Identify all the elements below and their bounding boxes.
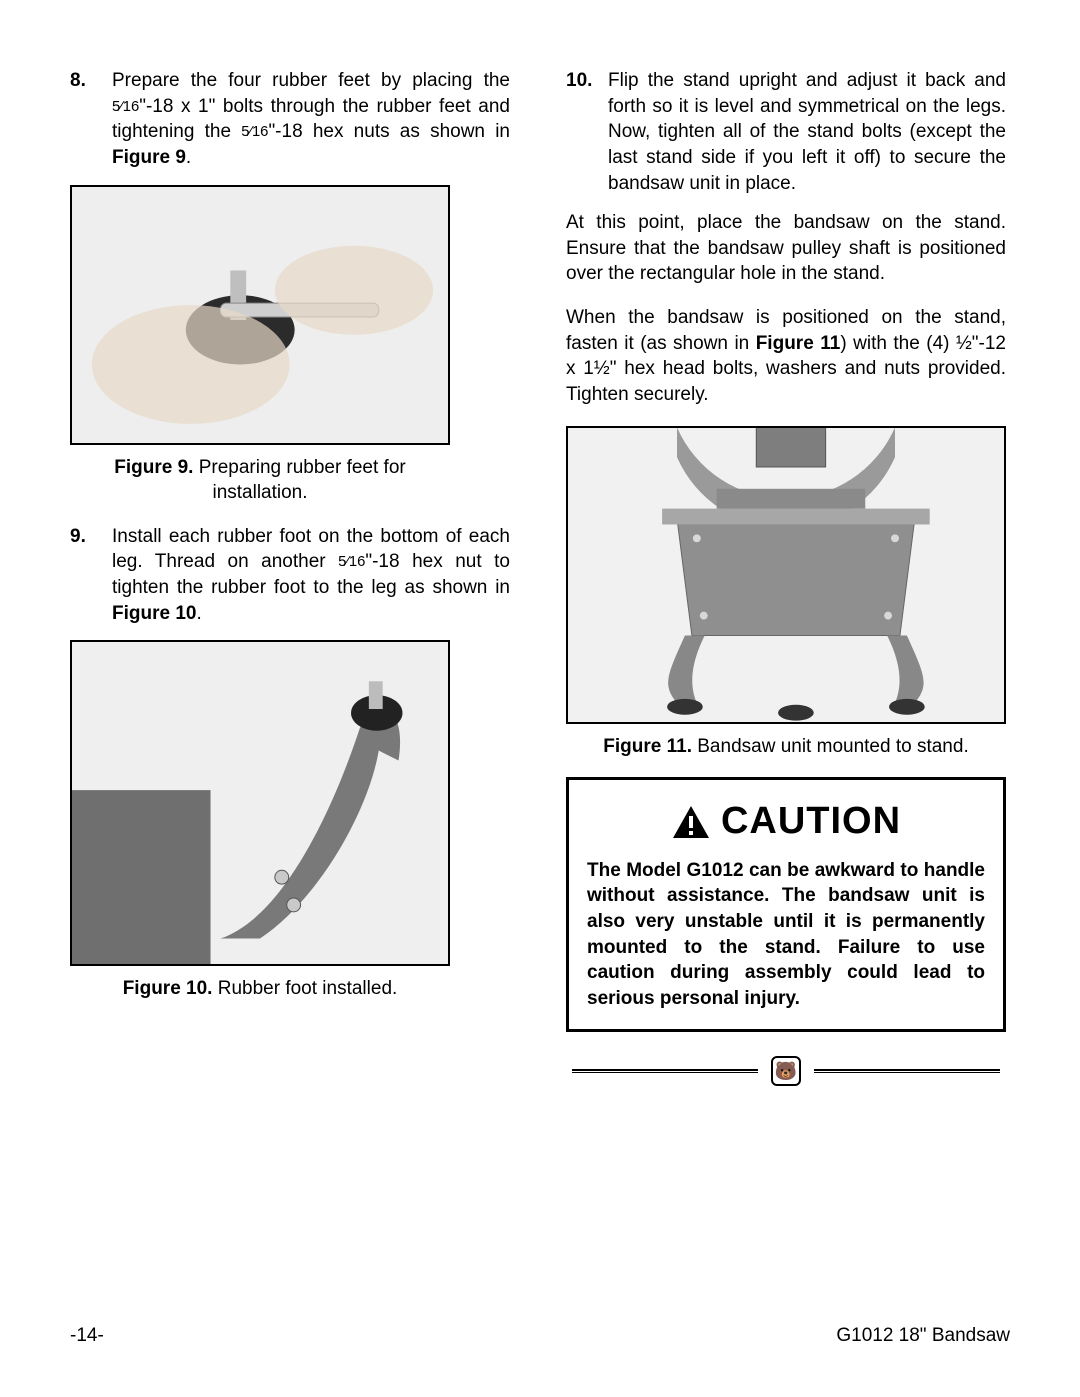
content-columns: 8. Prepare the four rubber feet by placi… bbox=[70, 68, 1010, 1088]
fraction: 5⁄16 bbox=[241, 124, 268, 140]
bandsaw-on-stand-icon bbox=[568, 426, 1004, 724]
figure-10-caption: Figure 10. Rubber foot installed. bbox=[70, 976, 450, 1002]
footer-title: G1012 18" Bandsaw bbox=[836, 1323, 1010, 1349]
page-footer: -14- G1012 18" Bandsaw bbox=[70, 1323, 1010, 1349]
bear-badge-icon: 🐻 bbox=[771, 1056, 801, 1086]
text: "-18 hex nuts as shown in bbox=[268, 121, 510, 142]
step-body: Flip the stand upright and adjust it bac… bbox=[608, 68, 1006, 196]
step-number: 10. bbox=[566, 68, 608, 196]
divider-line bbox=[814, 1069, 1000, 1073]
step-body: Install each rubber foot on the bottom o… bbox=[112, 524, 510, 627]
warning-triangle-icon bbox=[671, 804, 711, 840]
figure-11-caption: Figure 11. Bandsaw unit mounted to stand… bbox=[566, 734, 1006, 760]
figure-ref: Figure 10 bbox=[112, 603, 196, 624]
step-number: 8. bbox=[70, 68, 112, 171]
caption-text: Bandsaw unit mounted to stand. bbox=[692, 736, 969, 757]
step-body: Prepare the four rubber feet by placing … bbox=[112, 68, 510, 171]
caption-text: Rubber foot installed. bbox=[212, 978, 397, 999]
caption-label: Figure 11. bbox=[603, 736, 692, 757]
paragraph: At this point, place the bandsaw on the … bbox=[566, 210, 1006, 287]
rubber-foot-prep-icon bbox=[72, 185, 448, 445]
step-8: 8. Prepare the four rubber feet by placi… bbox=[70, 68, 510, 171]
page-number: -14- bbox=[70, 1323, 104, 1349]
figure-ref: Figure 9 bbox=[112, 147, 186, 168]
text: Prepare the four rubber feet by placing … bbox=[112, 70, 510, 91]
caption-text: Preparing rubber feet for installation. bbox=[193, 457, 405, 504]
figure-9-caption: Figure 9. Preparing rubber feet for inst… bbox=[70, 455, 450, 506]
step-10: 10. Flip the stand upright and adjust it… bbox=[566, 68, 1006, 196]
text: . bbox=[196, 603, 201, 624]
caption-label: Figure 10. bbox=[123, 978, 213, 999]
paragraph: When the bandsaw is positioned on the st… bbox=[566, 305, 1006, 408]
figure-ref: Figure 11 bbox=[756, 333, 841, 354]
step-9: 9. Install each rubber foot on the botto… bbox=[70, 524, 510, 627]
left-column: 8. Prepare the four rubber feet by placi… bbox=[70, 68, 510, 1088]
figure-11-image bbox=[566, 426, 1006, 724]
rubber-foot-installed-icon bbox=[72, 640, 448, 966]
text: . bbox=[186, 147, 191, 168]
section-divider: 🐻 bbox=[566, 1054, 1006, 1088]
figure-10-image bbox=[70, 640, 450, 966]
right-column: 10. Flip the stand upright and adjust it… bbox=[566, 68, 1006, 1088]
caution-body: The Model G1012 can be awkward to handle… bbox=[587, 858, 985, 1012]
fraction: 5⁄16 bbox=[112, 98, 139, 114]
caption-label: Figure 9. bbox=[114, 457, 193, 478]
caution-box: CAUTION The Model G1012 can be awkward t… bbox=[566, 777, 1006, 1032]
divider-line bbox=[572, 1069, 758, 1073]
fraction: 5⁄16 bbox=[338, 554, 365, 570]
caution-title: CAUTION bbox=[721, 796, 901, 847]
caution-header: CAUTION bbox=[587, 796, 985, 847]
figure-9-image bbox=[70, 185, 450, 445]
step-number: 9. bbox=[70, 524, 112, 627]
